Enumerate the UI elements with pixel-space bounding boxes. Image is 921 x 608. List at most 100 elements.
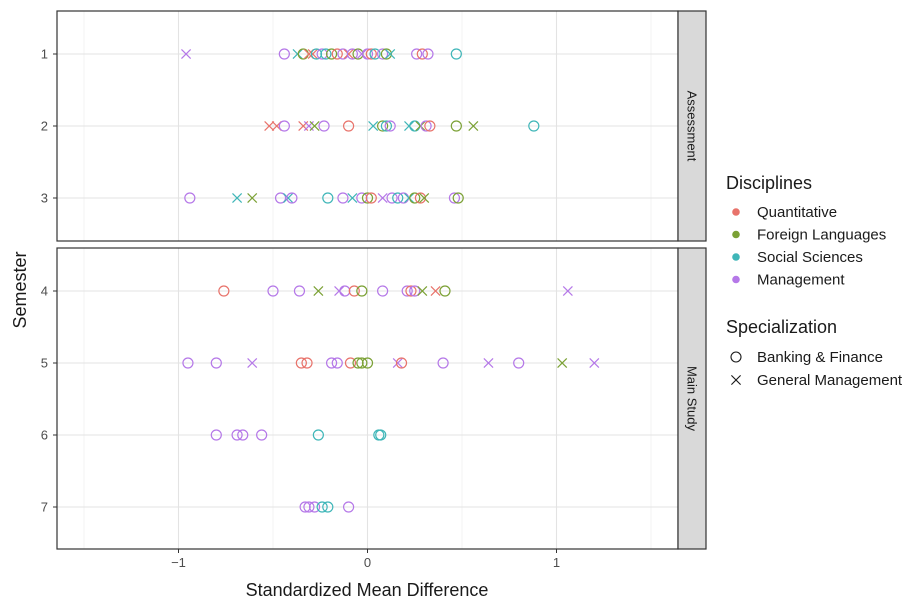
data-point-cross [392,357,403,369]
data-point-cross [307,48,318,60]
cross-stroke [415,120,426,132]
data-point-circle [401,285,413,297]
data-point-circle [375,429,387,441]
data-point-circle [344,357,357,369]
data-point-cross [347,192,358,204]
data-point-cross [343,48,354,60]
data-point-circle [439,285,451,297]
x-tick-label: 0 [364,555,371,570]
data-point-circle [356,357,368,369]
cross-stroke [334,285,345,297]
cross-stroke [368,120,379,132]
data-point-circle [210,429,222,441]
data-point-cross [419,192,430,204]
cross-stroke [309,120,320,132]
data-point-cross [483,357,494,369]
data-point-circle [286,192,298,204]
x-axis-title: Standardized Mean Difference [246,580,489,600]
y-tick-label: 2 [41,119,48,134]
cross-stroke [292,48,303,60]
cross-stroke [430,285,441,297]
cross-stroke [468,120,479,132]
facet-strip [677,247,707,550]
cross-stroke [247,192,258,204]
facet-panel: 4 5 6 7 Main Study [41,247,707,550]
data-point-circle [369,48,381,60]
facet-panel: 1 2 3 Assessment [41,10,707,242]
cross-stroke [385,48,396,60]
data-point-circle [450,120,462,132]
cross-stroke [419,192,430,204]
cross-stroke [404,192,415,204]
data-point-circle [450,48,462,60]
data-point-cross [247,192,258,204]
data-point-circle [409,192,421,204]
legend-label: Foreign Languages [757,227,886,244]
data-point-circle [210,357,222,369]
data-point-circle [312,429,324,441]
data-point-circle [392,192,404,204]
y-tick-label: 4 [41,284,48,299]
data-point-cross [292,48,303,60]
data-point-circle [318,120,330,132]
data-point-circle [365,48,377,60]
cross-stroke [417,285,428,297]
data-point-circle [346,48,358,60]
facet-strip-label: Main Study [685,366,700,432]
data-point-circle [301,357,313,369]
cross-stroke [232,192,243,204]
data-point-circle [316,501,328,513]
cross-stroke [589,357,600,369]
data-point-circle [331,48,343,60]
legend-shape-circle [730,351,742,363]
x-axis: −1 0 1 [171,549,560,570]
data-point-cross [247,357,258,369]
data-point-circle [325,48,338,60]
data-point-circle [356,285,368,297]
data-point-circle [320,48,332,60]
data-point-circle [416,48,428,60]
data-point-circle [295,357,307,369]
y-tick-label: 3 [41,191,48,206]
data-point-cross [283,192,294,204]
cross-stroke [356,48,367,60]
data-point-circle [377,120,389,132]
data-point-circle [422,48,434,60]
data-point-cross [377,192,388,204]
data-point-cross [356,48,367,60]
data-point-circle [308,501,321,513]
cross-stroke [562,285,573,297]
points [182,285,600,513]
data-point-circle [231,429,243,441]
cross-stroke [247,357,258,369]
data-point-circle [337,192,349,204]
data-point-cross [557,357,568,369]
data-point-circle [322,501,334,513]
legend-title-disciplines: Disciplines [726,173,812,193]
data-point-cross [468,120,479,132]
y-tick-label: 6 [41,428,48,443]
data-point-circle [256,429,268,441]
data-point-cross [313,285,324,297]
data-point-circle [218,285,230,297]
points [181,48,540,204]
data-point-cross [589,357,600,369]
data-point-cross [309,120,320,132]
data-point-cross [415,120,426,132]
legend-label: Social Sciences [757,249,863,266]
data-point-circle [384,120,396,132]
cross-stroke [307,48,318,60]
data-point-circle [386,192,398,204]
data-point-circle [274,192,287,204]
cross-stroke [483,357,494,369]
data-point-circle [182,357,194,369]
y-tick-label: 5 [41,356,48,371]
y-tick-label: 1 [41,47,48,62]
facet-strip [677,10,707,242]
cross-stroke [377,192,388,204]
data-point-circle [414,192,427,204]
legend-shape-cross [731,375,741,385]
data-point-circle [237,429,249,441]
